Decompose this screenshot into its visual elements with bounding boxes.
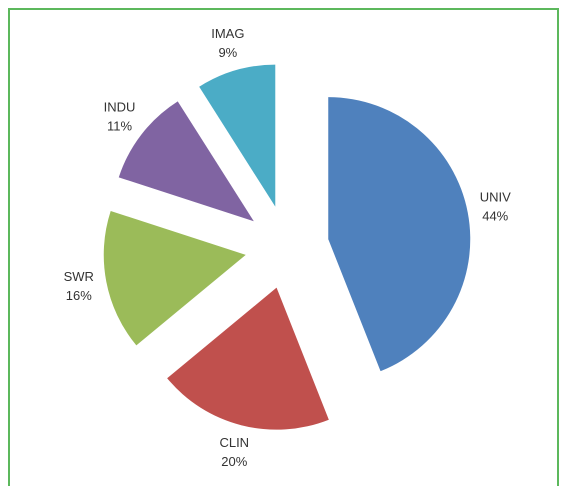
pie-slice bbox=[167, 287, 329, 430]
slice-label: SWR bbox=[64, 269, 94, 284]
slice-value-label: 11% bbox=[107, 119, 132, 134]
chart-border bbox=[8, 8, 559, 486]
slice-value-label: 44% bbox=[482, 209, 508, 224]
slice-value-label: 20% bbox=[221, 454, 247, 469]
slice-label: IMAG bbox=[211, 26, 244, 41]
slice-label: UNIV bbox=[480, 190, 511, 205]
pie-slice bbox=[118, 101, 254, 222]
pie-slice bbox=[103, 210, 246, 346]
slice-label: CLIN bbox=[219, 435, 249, 450]
pie-slice bbox=[328, 97, 471, 372]
pie-slice bbox=[199, 64, 276, 207]
slice-label: INDU bbox=[104, 100, 136, 115]
slice-value-label: 16% bbox=[66, 288, 92, 303]
slice-value-label: 9% bbox=[218, 45, 237, 60]
